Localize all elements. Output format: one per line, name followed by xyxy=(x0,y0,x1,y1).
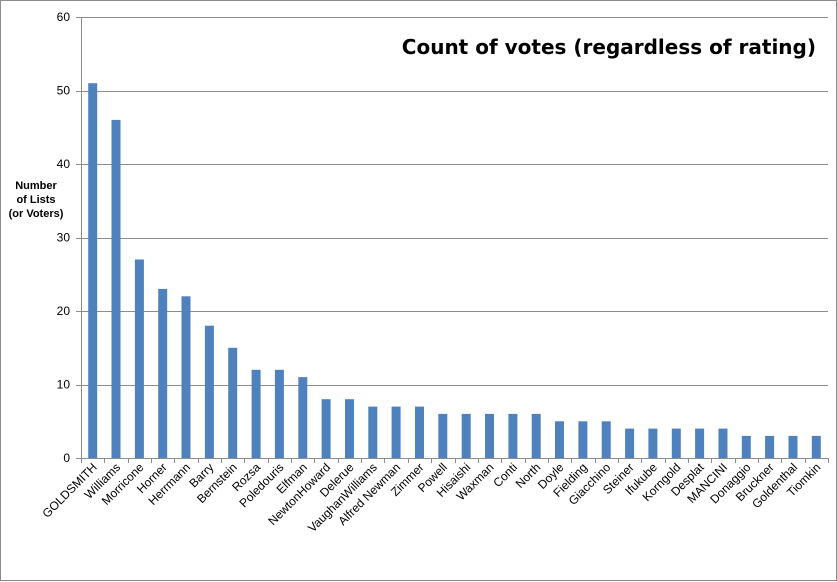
x-tick-label: Conti xyxy=(490,460,520,490)
bar-elfman xyxy=(298,377,308,458)
gridlines xyxy=(81,17,828,386)
bar-powell xyxy=(438,413,448,458)
bar-goldenthal xyxy=(788,435,798,458)
bar-korngold xyxy=(671,428,681,458)
bars xyxy=(88,83,821,459)
bar-steiner xyxy=(625,428,635,458)
axes xyxy=(76,17,829,463)
bar-vaughanwilliams xyxy=(368,406,378,458)
bar-fielding xyxy=(578,421,588,459)
y-axis-label-line-2: of Lists xyxy=(16,194,56,206)
bar-rozsa xyxy=(251,369,261,458)
bar-newtonhoward xyxy=(321,399,331,458)
y-tick-label: 0 xyxy=(63,451,70,465)
y-tick-labels: 0 10 20 30 40 50 60 xyxy=(57,10,71,465)
bar-tiomkin xyxy=(811,435,821,458)
bar-doyle xyxy=(555,421,564,459)
y-tick-label: 60 xyxy=(57,10,71,24)
bar-mancini xyxy=(718,428,728,458)
y-axis-label: Number of Lists (or Voters) xyxy=(5,179,67,221)
bar-morricone xyxy=(134,259,144,458)
bar-bruckner xyxy=(765,435,775,458)
bar-donaggio xyxy=(741,435,751,458)
bar-williams xyxy=(111,119,121,459)
y-axis-label-line-3: (or Voters) xyxy=(8,208,64,220)
y-tick-label: 30 xyxy=(57,231,71,245)
y-axis-label-line-1: Number xyxy=(15,180,57,192)
bar-herrmann xyxy=(181,296,191,458)
y-tick-label: 50 xyxy=(57,84,71,98)
chart-title: Count of votes (regardless of rating) xyxy=(401,35,816,59)
bar-desplat xyxy=(695,428,705,458)
bar-north xyxy=(531,413,541,458)
bar-delerue xyxy=(345,399,354,458)
bar-waxman xyxy=(485,413,494,458)
bar-giacchino xyxy=(601,421,611,459)
bar-ifukube xyxy=(648,428,658,458)
bar-conti xyxy=(508,413,518,458)
bar-bernstein xyxy=(228,347,238,459)
bar-goldsmith xyxy=(88,83,98,458)
y-tick-label: 20 xyxy=(57,304,71,318)
x-tick-labels: GOLDSMITHWilliamsMorriconeHornerHerrmann… xyxy=(39,460,823,535)
bar-poledouris xyxy=(274,369,284,458)
bar-zimmer xyxy=(415,406,424,458)
bar-barry xyxy=(204,325,214,458)
bar-alfred-newman xyxy=(391,406,401,458)
y-tick-label: 40 xyxy=(57,157,71,171)
y-tick-label: 10 xyxy=(57,378,71,392)
bar-hisaishi xyxy=(461,413,471,458)
bar-horner xyxy=(158,288,168,458)
